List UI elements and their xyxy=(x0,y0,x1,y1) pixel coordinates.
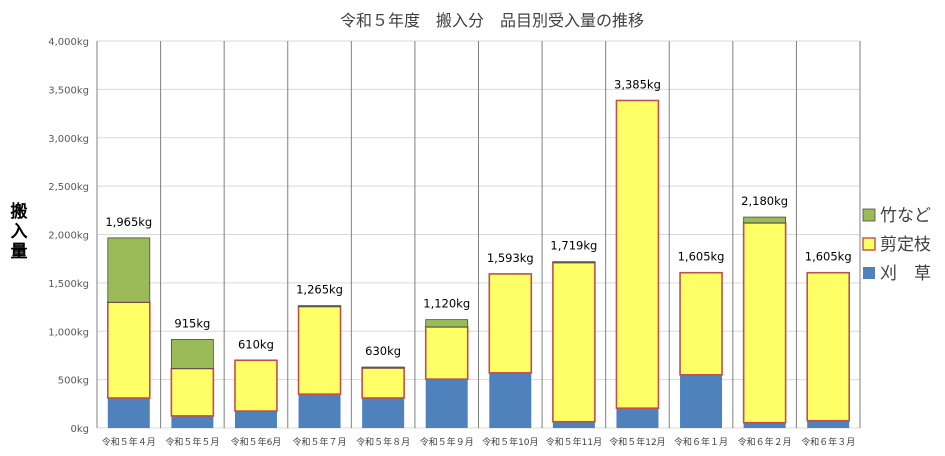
total-label: 1,719kg xyxy=(550,239,597,253)
bar-segment xyxy=(234,359,278,412)
bar-segment xyxy=(362,398,405,428)
bar-segment xyxy=(107,237,151,303)
bar-segment xyxy=(742,222,787,424)
bar-segment xyxy=(425,319,469,328)
x-tick-label: 令和５年７月 xyxy=(293,436,347,448)
total-label: 610kg xyxy=(238,337,274,351)
bar-segment xyxy=(679,271,723,376)
bar-segment xyxy=(298,305,341,307)
y-axis-label-char: 量 xyxy=(11,241,28,262)
legend-label: 剪定枝 xyxy=(880,235,931,255)
y-tick-label: 2,500kg xyxy=(48,182,89,193)
legend-swatch xyxy=(862,208,876,222)
bar-segment xyxy=(106,301,151,399)
y-tick-label: 500kg xyxy=(58,376,89,387)
total-label: 630kg xyxy=(365,344,401,358)
total-label: 1,965kg xyxy=(105,215,152,229)
bar-segment xyxy=(170,339,214,369)
bar-segment xyxy=(488,273,533,374)
bar-segment xyxy=(806,271,851,422)
legend-swatch xyxy=(862,237,876,251)
bars-layer xyxy=(106,99,851,428)
x-tick-label: 令和５年５月 xyxy=(165,436,219,448)
y-tick-label: 3,000kg xyxy=(48,134,89,145)
x-tick-label: 令和５年８月 xyxy=(356,436,410,448)
total-labels-layer: 1,965kg 915kg 610kg 1,265kg 630kg 1,120kg 1,59… xyxy=(105,78,851,359)
legend-label: 刈 草 xyxy=(880,264,931,284)
x-tick-label: 令和５年４月 xyxy=(102,436,156,448)
chart-title: 令和５年度 搬入分 品目別受入量の推移 xyxy=(340,11,644,30)
x-tick-label: 令和５年11月 xyxy=(546,436,602,448)
x-tick-label: 令和５年6月 xyxy=(231,436,282,448)
x-tick-label: 令和６年２月 xyxy=(738,436,792,448)
bar-segment xyxy=(807,420,850,428)
bar-segment xyxy=(552,261,596,264)
y-tick-label: 1,000kg xyxy=(48,327,89,338)
bar-segment xyxy=(361,367,405,399)
grid-layer xyxy=(96,40,861,429)
bar-segment xyxy=(170,367,215,417)
bar-segment xyxy=(424,326,469,380)
legend-label: 竹など xyxy=(880,206,931,226)
x-tick-label: 令和５年９月 xyxy=(420,436,474,448)
bar-segment xyxy=(743,216,787,224)
bar-segment xyxy=(107,398,150,428)
bar-segment xyxy=(361,366,405,369)
bar-segment xyxy=(297,305,342,395)
y-tick-label: 4,000kg xyxy=(48,37,89,48)
total-label: 3,385kg xyxy=(614,78,661,92)
bar-segment xyxy=(615,99,660,409)
total-label: 915kg xyxy=(174,316,210,330)
y-axis-ticks: 0kg 500kg 1,000kg 1,500kg 2,000kg 2,500kg 3,00… xyxy=(48,37,89,435)
y-axis-label: 搬入量 xyxy=(11,201,28,262)
y-axis-label-char: 入 xyxy=(11,222,28,242)
x-tick-label: 令和６年１月 xyxy=(674,436,728,448)
total-label: 1,605kg xyxy=(805,250,852,264)
bar-segment xyxy=(680,374,723,428)
y-tick-label: 1,500kg xyxy=(48,279,89,290)
x-tick-label: 令和５年10月 xyxy=(482,436,538,448)
total-label: 1,265kg xyxy=(296,283,343,297)
bar-segment xyxy=(234,411,277,428)
total-label: 1,593kg xyxy=(487,251,534,265)
total-label: 2,180kg xyxy=(741,194,788,208)
total-label: 1,605kg xyxy=(678,250,725,264)
bar-segment xyxy=(552,261,596,423)
bar-segment xyxy=(616,408,659,428)
bar-segment xyxy=(489,372,532,428)
x-tick-label: 令和６年３月 xyxy=(801,436,855,448)
x-axis-ticks: 令和５年４月 令和５年５月 令和５年6月 令和５年７月 令和５年８月 令和５年９月 令和５年… xyxy=(102,436,855,448)
x-tick-label: 令和５年12月 xyxy=(609,436,665,448)
legend-swatch xyxy=(863,267,875,279)
bar-segment xyxy=(298,394,341,428)
y-tick-label: 0kg xyxy=(70,424,89,435)
bar-segment xyxy=(425,379,468,428)
bar-segment xyxy=(171,415,214,428)
y-tick-label: 2,000kg xyxy=(48,231,89,242)
bar-segment xyxy=(552,421,595,428)
bar-segment xyxy=(743,422,786,428)
y-axis-label-char: 搬 xyxy=(11,201,28,222)
y-tick-label: 3,500kg xyxy=(48,85,89,96)
total-label: 1,120kg xyxy=(423,297,470,311)
